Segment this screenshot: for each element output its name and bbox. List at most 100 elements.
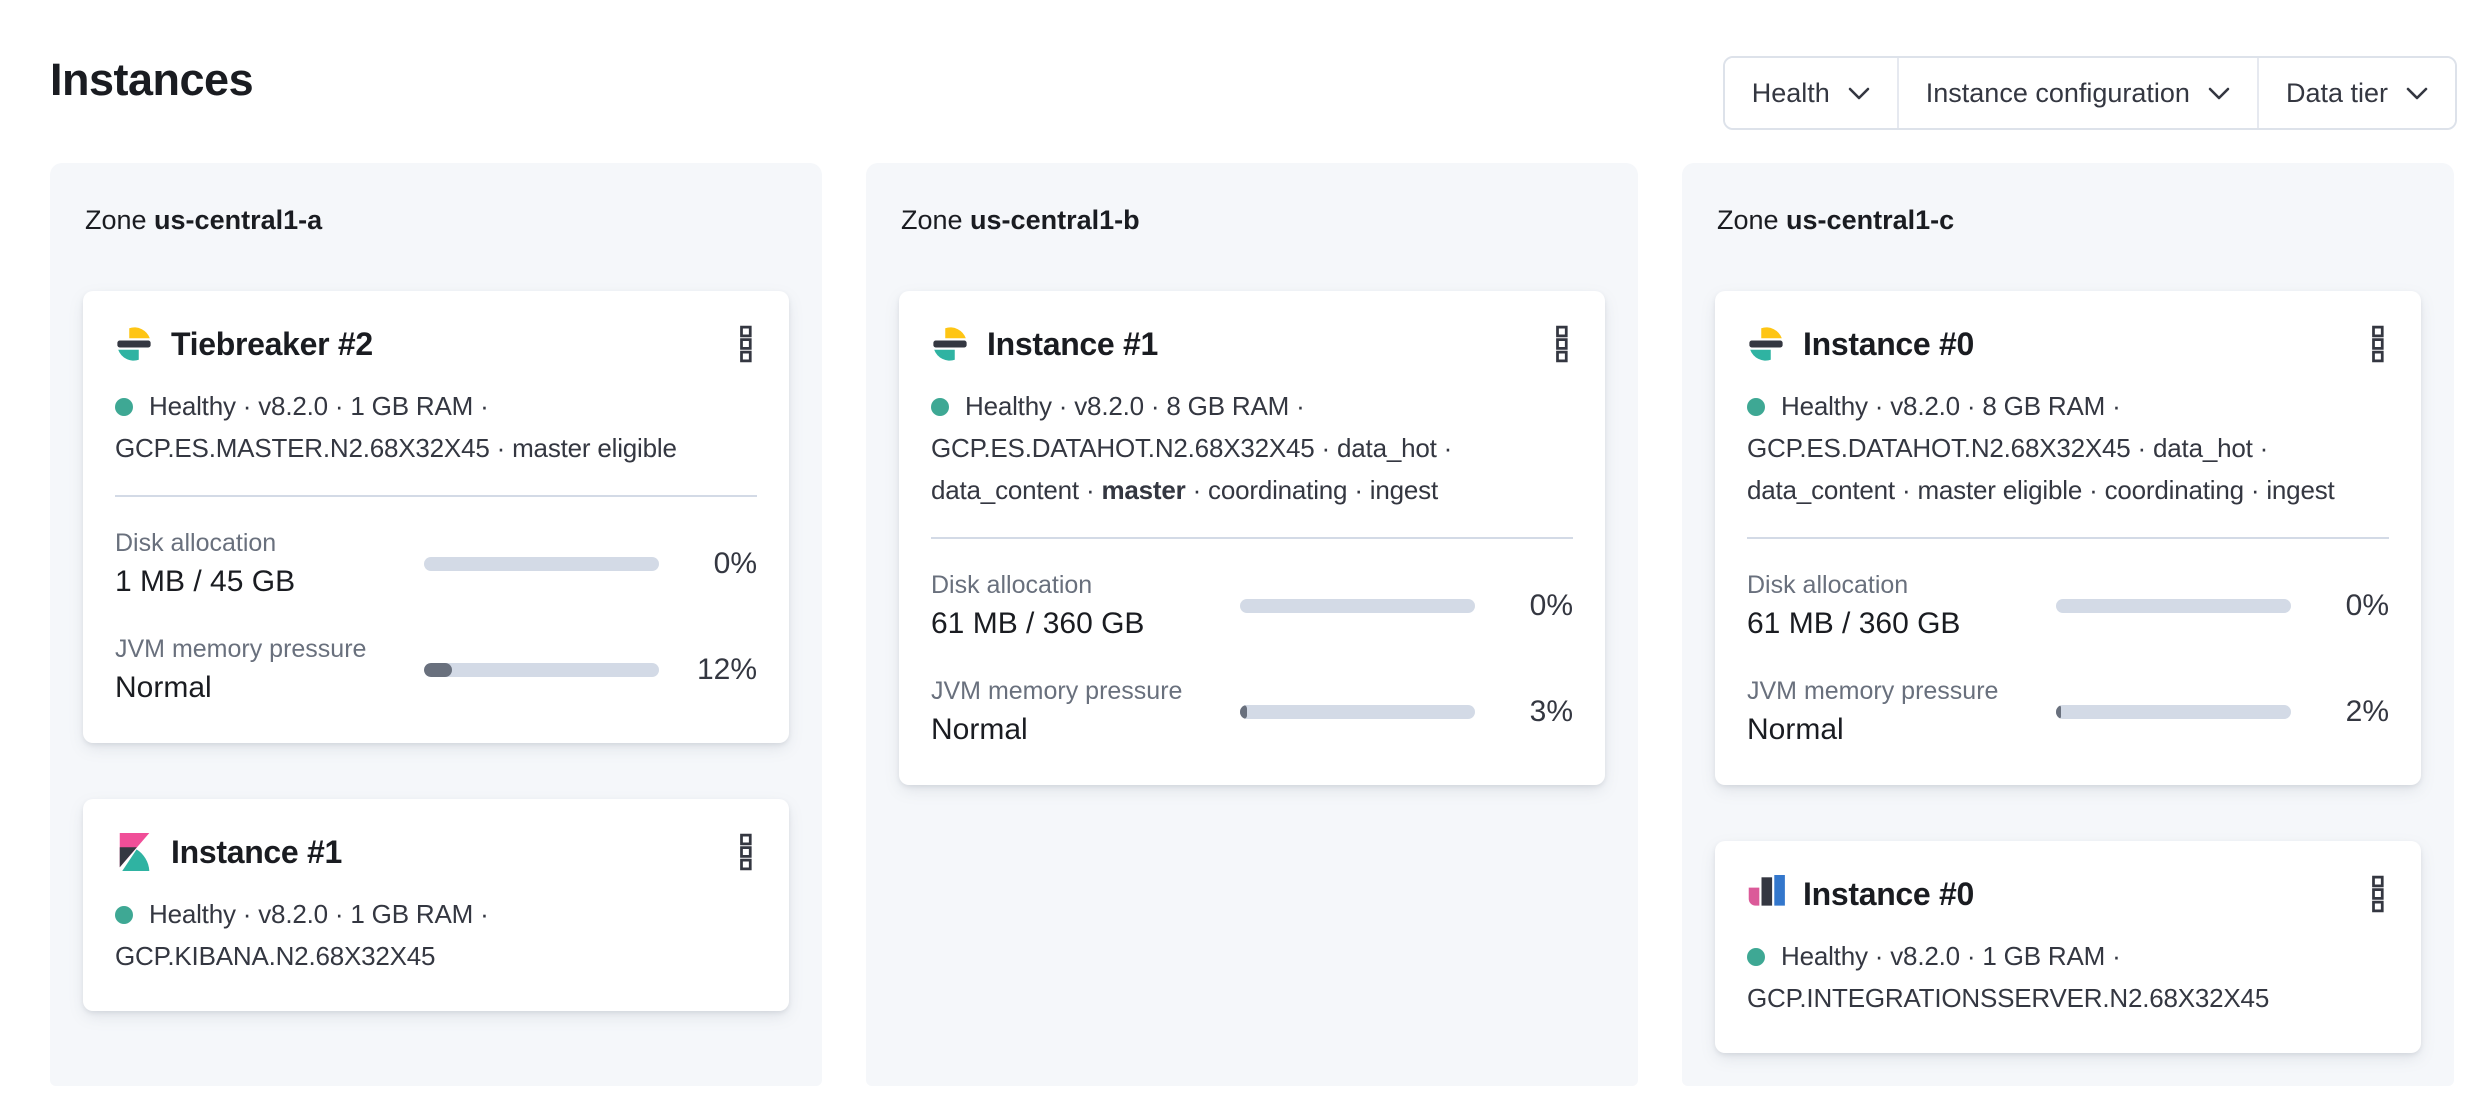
status-line: GCP.ES.DATAHOT.N2.68X32X45 · data_hot ·: [1747, 427, 2389, 469]
zone-name: us-central1-c: [1786, 205, 1955, 235]
metric-value: 61 MB / 360 GB: [931, 607, 1145, 640]
page-title: Instances: [50, 54, 254, 105]
instance-status: Healthy · v8.2.0 · 8 GB RAM · GCP.ES.DATA…: [931, 385, 1573, 511]
status-text: Healthy · v8.2.0 · 8 GB RAM ·: [965, 391, 1305, 421]
metric-label: JVM memory pressure: [931, 677, 1183, 705]
status-text: Healthy · v8.2.0 · 1 GB RAM ·: [149, 899, 489, 929]
card-header: Instance #0: [1747, 871, 2389, 917]
instance-actions-menu-button[interactable]: [1541, 321, 1583, 367]
metric-text: Disk allocation 1 MB / 45 GB: [115, 525, 424, 603]
zone-name: us-central1-b: [970, 205, 1140, 235]
metric-label: Disk allocation: [1747, 571, 1909, 599]
status-text: Healthy · v8.2.0 · 1 GB RAM ·: [149, 391, 489, 421]
instance-actions-menu-button[interactable]: [725, 829, 767, 875]
status-text: GCP.ES.DATAHOT.N2.68X32X45 · data_hot ·: [931, 433, 1453, 463]
zone-title: Zone us-central1-a: [85, 203, 787, 237]
instance-title: Instance #0: [1803, 875, 1975, 912]
instance-card: Instance #1 Healthy · v8.2.0 · 1 GB RAM …: [83, 799, 789, 1011]
instance-status: Healthy · v8.2.0 · 1 GB RAM · GCP.INTEGRA…: [1747, 935, 2389, 1019]
metric-percent: 12%: [696, 653, 757, 686]
metric-value: 1 MB / 45 GB: [115, 565, 296, 598]
health-dot-icon: [115, 906, 133, 924]
status-text: Healthy · v8.2.0 · 1 GB RAM ·: [1781, 941, 2121, 971]
status-text: Healthy · v8.2.0 · 8 GB RAM ·: [1781, 391, 2121, 421]
health-dot-icon: [931, 398, 949, 416]
status-line: data_content · master eligible · coordin…: [1747, 469, 2389, 511]
progress-fill: [424, 663, 453, 677]
zone-panel-us-central1-b: Zone us-central1-b Instance #1 Healthy ·…: [866, 163, 1638, 1086]
status-line: Healthy · v8.2.0 · 1 GB RAM ·: [115, 893, 757, 935]
metric-percent: 3%: [1529, 695, 1573, 728]
filter-health-button[interactable]: Health: [1724, 58, 1899, 128]
card-header: Instance #1: [931, 321, 1573, 367]
metric-label: JVM memory pressure: [1747, 677, 1999, 705]
filter-instance-configuration-label: Instance configuration: [1925, 77, 2190, 108]
filter-data-tier-button[interactable]: Data tier: [2258, 58, 2455, 128]
zone-title: Zone us-central1-b: [901, 203, 1603, 237]
chevron-down-icon: [2406, 87, 2428, 99]
instance-card: Instance #0 Healthy · v8.2.0 · 1 GB RAM …: [1715, 841, 2421, 1053]
instance-title: Instance #1: [171, 833, 343, 870]
elasticsearch-logo-icon: [115, 325, 153, 363]
divider: [115, 495, 757, 497]
metric-text: JVM memory pressure Normal: [1747, 673, 2056, 751]
instance-actions-menu-button[interactable]: [725, 321, 767, 367]
metric-percent: 0%: [1529, 589, 1573, 622]
status-text: data_content ·: [931, 475, 1102, 505]
metric-value: Normal: [931, 713, 1028, 746]
metric-value: 61 MB / 360 GB: [1747, 607, 1961, 640]
instance-card: Instance #1 Healthy · v8.2.0 · 8 GB RAM …: [899, 291, 1605, 785]
divider: [1747, 537, 2389, 539]
jvm-memory-pressure-metric: JVM memory pressure Normal 12%: [115, 631, 757, 709]
metric-label: JVM memory pressure: [115, 635, 367, 663]
status-text: GCP.ES.MASTER.N2.68X32X45 · master eligi…: [115, 433, 677, 463]
metric-percent: 2%: [2345, 695, 2389, 728]
disk-allocation-metric: Disk allocation 61 MB / 360 GB 0%: [931, 567, 1573, 645]
elasticsearch-logo-icon: [931, 325, 969, 363]
elasticsearch-logo-icon: [1747, 325, 1785, 363]
instance-actions-menu-button[interactable]: [2357, 871, 2399, 917]
filter-instance-configuration-button[interactable]: Instance configuration: [1898, 58, 2259, 128]
metric-value: Normal: [1747, 713, 1844, 746]
jvm-memory-pressure-progress-bar: [1240, 705, 1475, 719]
zones-container: Zone us-central1-a Tiebreaker #2 Healthy…: [50, 163, 2454, 1086]
instance-title: Tiebreaker #2: [171, 325, 373, 362]
instance-status: Healthy · v8.2.0 · 8 GB RAM · GCP.ES.DATA…: [1747, 385, 2389, 511]
metric-text: JVM memory pressure Normal: [931, 673, 1240, 751]
status-line: GCP.INTEGRATIONSSERVER.N2.68X32X45: [1747, 977, 2389, 1019]
zone-panel-us-central1-a: Zone us-central1-a Tiebreaker #2 Healthy…: [50, 163, 822, 1086]
card-header: Instance #0: [1747, 321, 2389, 367]
instance-status: Healthy · v8.2.0 · 1 GB RAM · GCP.ES.MAST…: [115, 385, 757, 469]
status-line: GCP.KIBANA.N2.68X32X45: [115, 935, 757, 977]
jvm-memory-pressure-progress-bar: [424, 663, 659, 677]
metric-value: Normal: [115, 671, 212, 704]
status-text: GCP.INTEGRATIONSSERVER.N2.68X32X45: [1747, 983, 2270, 1013]
instance-status: Healthy · v8.2.0 · 1 GB RAM · GCP.KIBANA.…: [115, 893, 757, 977]
jvm-memory-pressure-metric: JVM memory pressure Normal 3%: [931, 673, 1573, 751]
zone-label: Zone: [1717, 205, 1787, 235]
zone-label: Zone: [85, 205, 155, 235]
status-text: GCP.KIBANA.N2.68X32X45: [115, 941, 436, 971]
status-line: data_content · master · coordinating · i…: [931, 469, 1573, 511]
status-text: · coordinating · ingest: [1185, 475, 1439, 505]
boxes-vertical-icon: [2371, 325, 2384, 363]
disk-allocation-metric: Disk allocation 61 MB / 360 GB 0%: [1747, 567, 2389, 645]
metric-percent: 0%: [713, 547, 757, 580]
metric-text: JVM memory pressure Normal: [115, 631, 424, 709]
boxes-vertical-icon: [2371, 875, 2384, 913]
zone-panel-us-central1-c: Zone us-central1-c Instance #0 Healthy ·…: [1682, 163, 2454, 1086]
metric-percent: 0%: [2345, 589, 2389, 622]
zone-name: us-central1-a: [154, 205, 323, 235]
integrations-server-logo-icon: [1747, 875, 1785, 913]
boxes-vertical-icon: [739, 325, 752, 363]
boxes-vertical-icon: [1555, 325, 1568, 363]
progress-fill: [2056, 705, 2061, 719]
metric-label: Disk allocation: [931, 571, 1093, 599]
instance-actions-menu-button[interactable]: [2357, 321, 2399, 367]
progress-fill: [1240, 705, 1248, 719]
status-text: GCP.ES.DATAHOT.N2.68X32X45 · data_hot ·: [1747, 433, 2269, 463]
status-line: GCP.ES.DATAHOT.N2.68X32X45 · data_hot ·: [931, 427, 1573, 469]
status-line: GCP.ES.MASTER.N2.68X32X45 · master eligi…: [115, 427, 757, 469]
health-dot-icon: [1747, 398, 1765, 416]
